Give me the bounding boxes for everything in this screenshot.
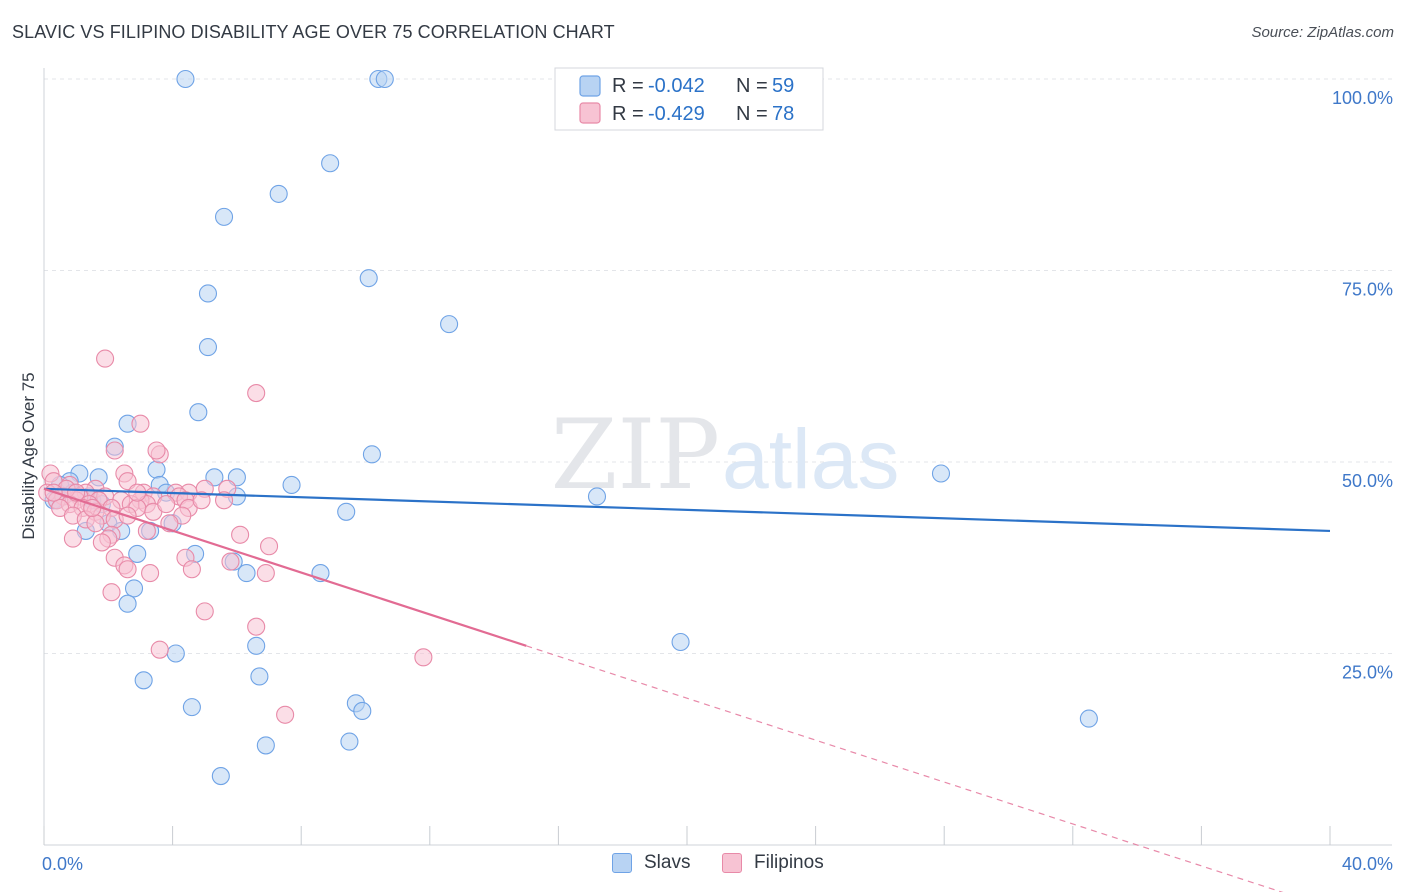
filipinos-point-63 [256,564,275,583]
slavs-point-2 [375,69,394,89]
filipinos-trend-extension [526,645,1284,892]
filipinos-point-55 [259,537,279,556]
slavs-point-51 [353,701,372,721]
legend-n-value-0: 59 [772,75,794,97]
slavs-point-4 [269,184,288,203]
slavs-point-8 [440,315,459,334]
filipinos-point-3 [105,441,124,460]
filipinos-point-1 [247,384,266,403]
axes: 100.0% 75.0% 50.0% 25.0% 0.0% 40.0% [42,68,1393,874]
slavs-point-9 [198,338,218,357]
slavs-point-47 [166,644,185,663]
legend-item-slavs: Slavs [612,852,690,874]
slavs-point-52 [182,698,201,717]
slavs-point-55 [340,732,359,751]
y-tick-label-2: 50.0% [1342,471,1393,491]
slavs-point-13 [362,445,381,464]
data-points [38,69,1098,786]
filipinos-point-51 [231,525,250,544]
slavs-point-56 [211,767,230,786]
x-tick-label-0: 0.0% [42,854,83,874]
filipinos-swatch [722,853,742,873]
filipinos-point-54 [92,533,111,552]
trend-lines [43,487,1331,892]
legend-n-label-1: N = [736,103,768,125]
filipinos-point-61 [118,560,137,579]
source-label: Source: ZipAtlas.com [1251,24,1394,41]
slavs-point-53 [1079,709,1098,728]
slavs-point-3 [321,154,340,173]
slavs-trend-line [43,487,1331,533]
chart-title: SLAVIC VS FILIPINO DISABILITY AGE OVER 7… [12,22,615,42]
slavs-point-44 [118,594,137,613]
filipinos-point-60 [182,560,201,579]
slavs-point-27 [587,487,607,506]
filipinos-point-30 [214,491,234,510]
slavs-point-48 [250,667,269,686]
slavs-point-49 [134,671,153,690]
slavs-point-32 [337,502,356,521]
watermark-atlas: atlas [722,412,899,506]
filipinos-point-58 [221,552,240,571]
filipinos-point-67 [150,640,169,659]
legend-r-value-0: -0.042 [648,75,705,97]
legend-item-filipinos: Filipinos [722,852,824,874]
filipinos-point-48 [86,514,105,533]
y-tick-label-1: 75.0% [1342,280,1393,300]
y-axis-label: Disability Age Over 75 [19,372,38,539]
slavs-point-41 [237,564,256,583]
filipinos-point-2 [131,414,150,433]
y-tick-label-3: 25.0% [1342,663,1393,683]
filipinos-point-69 [276,705,295,724]
slavs-point-10 [189,403,208,422]
legend-swatch-slavs [579,75,601,97]
slavs-point-0 [176,69,195,89]
filipinos-point-62 [141,564,160,583]
legend-r-value-1: -0.429 [648,103,705,125]
filipinos-point-5 [147,441,166,460]
slavs-point-38 [128,544,147,563]
filipinos-point-76 [157,495,176,514]
slavs-point-54 [256,736,275,755]
filipinos-point-52 [63,529,82,548]
filipinos-trend-line [43,487,527,647]
slavs-point-5 [214,207,234,226]
legend-r-label-1: R = [612,103,644,125]
legend-n-label-0: N = [736,75,768,97]
stats-legend: R = -0.042 N = 59 R = -0.429 N = 78 [554,67,824,131]
slavs-point-7 [198,284,218,303]
filipinos-point-64 [102,583,121,602]
slavs-point-43 [124,579,144,598]
legend-swatch-filipinos [579,102,601,124]
filipinos-point-66 [247,617,266,636]
filipinos-point-68 [414,648,433,667]
slavs-point-23 [282,475,301,495]
slavs-point-14 [147,460,166,479]
slavs-point-15 [931,464,951,483]
legend-label-filipinos: Filipinos [754,852,824,873]
slavs-point-6 [359,269,378,288]
filipinos-point-73 [192,491,211,510]
filipinos-point-65 [195,602,214,621]
filipinos-point-0 [96,349,115,368]
series-legend: Slavs Filipinos [0,850,1406,880]
legend-r-label-0: R = [612,75,644,97]
slavs-point-46 [247,636,266,655]
legend-label-slavs: Slavs [644,852,691,873]
watermark-zip: ZIP [551,399,720,511]
slavs-swatch [612,853,632,873]
legend-n-value-1: 78 [772,103,794,125]
y-tick-label-0: 100.0% [1332,88,1393,108]
slavs-point-45 [671,632,690,652]
x-tick-label-1: 40.0% [1342,854,1393,874]
